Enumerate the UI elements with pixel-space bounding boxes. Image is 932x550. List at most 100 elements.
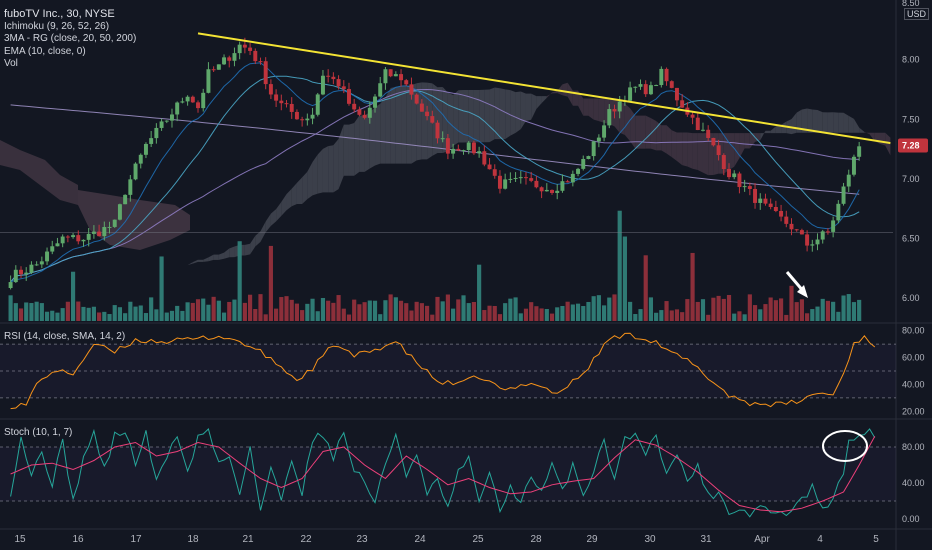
legend-ema[interactable]: EMA (10, close, 0) [4,45,86,57]
volume-bar [622,236,627,321]
volume-bar [378,314,383,321]
candle-body [846,174,851,187]
cloud-segment [286,188,292,211]
volume-bar [346,314,352,321]
candle-body [706,129,711,138]
symbol-title[interactable]: fuboTV Inc., 30, NYSE [4,8,115,20]
candle-body [581,158,586,169]
candle-body [794,229,799,231]
candle-body [430,116,435,123]
candle-body [399,74,404,81]
time-tick-label: 18 [187,534,199,545]
cloud-segment [343,124,349,176]
cloud-segment [520,91,526,130]
volume-bar [117,307,123,321]
candle-body [565,181,570,183]
cloud-segment [775,124,782,134]
volume-bar [70,271,76,321]
legend-vol[interactable]: Vol [4,58,18,69]
cloud-segment [265,213,271,233]
candle-body [222,57,227,65]
candle-body [305,118,310,121]
cloud-segment [578,90,584,116]
candle-body [170,114,174,121]
legend-3ma[interactable]: 3MA - RG (close, 20, 50, 200) [4,33,137,44]
volume-bar [825,300,831,321]
volume-bar [336,295,341,321]
candle-body [201,92,206,109]
volume-bar [831,301,836,321]
candle-body [419,103,424,112]
cloud-segment [489,87,495,143]
cloud-segment [833,112,839,133]
cloud-segment [536,96,542,110]
cloud-segment [224,248,230,259]
cloud-segment [255,231,261,247]
candle-body [674,87,679,101]
candle-body [76,235,81,242]
volume-bar [206,304,211,321]
candle-body [274,94,279,101]
volume-bar [195,299,201,321]
cloud-segment [171,273,178,276]
volume-bar [362,302,367,321]
candle-body [190,96,195,103]
volume-bar [383,300,388,321]
candle-body [701,129,705,131]
cloud-segment [354,115,360,176]
volume-bar [352,299,357,321]
cloud-segment [203,257,209,262]
volume-bar [55,312,60,321]
volume-bar [289,299,294,321]
cloud-segment [453,90,459,146]
cloud-segment [859,127,865,133]
cloud-segment [187,262,193,266]
legend-ichimoku[interactable]: Ichimoku (9, 26, 52, 26) [4,20,110,32]
candle-body [789,223,794,230]
cloud-segment [739,133,745,159]
cloud-segment [801,108,808,133]
candle-body [55,243,60,247]
cloud-segment [697,133,703,173]
volume-bar [523,308,529,321]
cloud-segment [640,115,646,149]
candle-body [237,44,242,54]
cloud-segment [853,118,860,133]
volume-bar [128,301,133,321]
candle-body [242,44,247,48]
candle-body [357,109,362,115]
currency-badge[interactable]: USD [903,8,929,20]
volume-bar [591,296,596,321]
candle-body [664,68,669,82]
volume-bar [628,301,633,321]
cloud-segment [395,86,402,164]
candle-body [336,79,341,87]
candle-body [294,111,299,120]
volume-bar [305,303,310,321]
candle-body [779,210,784,217]
candle-body [34,264,39,266]
cloud-segment [760,130,766,141]
candle-body [768,203,773,207]
volume-bar [747,294,752,321]
stoch-title[interactable]: Stoch (10, 1, 7) [4,427,73,438]
cloud-segment [650,118,657,151]
candle-body [836,203,841,221]
volume-bar [570,304,575,321]
volume-bar [221,312,227,321]
candle-body [518,177,523,179]
candle-body [721,155,726,169]
volume-bar [659,310,664,321]
candle-body [393,74,398,77]
volume-bar [857,299,862,321]
volume-bar [685,299,690,321]
volume-bar [503,303,508,321]
volume-bar [65,301,70,321]
candle-body [29,264,34,273]
rsi-title[interactable]: RSI (14, close, SMA, 14, 2) [4,331,126,342]
candle-body [232,53,237,61]
candle-body [206,69,211,93]
cloud-segment [546,92,553,98]
cloud-segment [229,246,235,258]
